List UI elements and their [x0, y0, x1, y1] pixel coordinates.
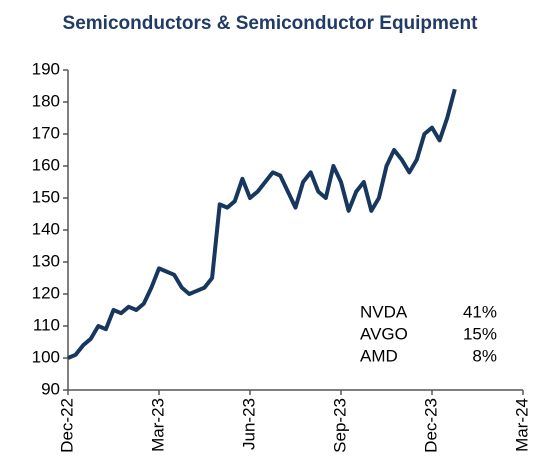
line [67, 88, 457, 360]
y-tick-label: 120 [32, 283, 60, 302]
x-tick-label: Mar-24 [512, 398, 531, 452]
annotation-name: AMD [360, 346, 398, 365]
y-tick-label: 90 [41, 379, 60, 398]
y-tick-label: 160 [32, 155, 60, 174]
y-tick-label: 150 [32, 187, 60, 206]
annotation-name: AVGO [360, 324, 408, 343]
x-tick-label: Dec-22 [57, 398, 76, 453]
y-tick-label: 130 [32, 251, 60, 270]
y-tick-label: 100 [32, 347, 60, 366]
y-tick-label: 190 [32, 59, 60, 78]
annotation-value: 8% [472, 346, 497, 365]
x-tick-label: Dec-23 [421, 398, 440, 453]
y-tick-label: 140 [32, 219, 60, 238]
annotation-name: NVDA [360, 302, 408, 321]
x-tick-label: Mar-23 [148, 398, 167, 452]
y-tick-label: 110 [33, 315, 60, 334]
y-tick-label: 170 [32, 123, 60, 142]
x-tick-label: Jun-23 [239, 398, 258, 450]
annotation-value: 41% [463, 302, 497, 321]
y-tick-label: 180 [32, 91, 60, 110]
annotation-value: 15% [463, 324, 497, 343]
x-tick-label: Sep-23 [330, 398, 349, 453]
chart-title: Semiconductors & Semiconductor Equipment [63, 13, 479, 34]
